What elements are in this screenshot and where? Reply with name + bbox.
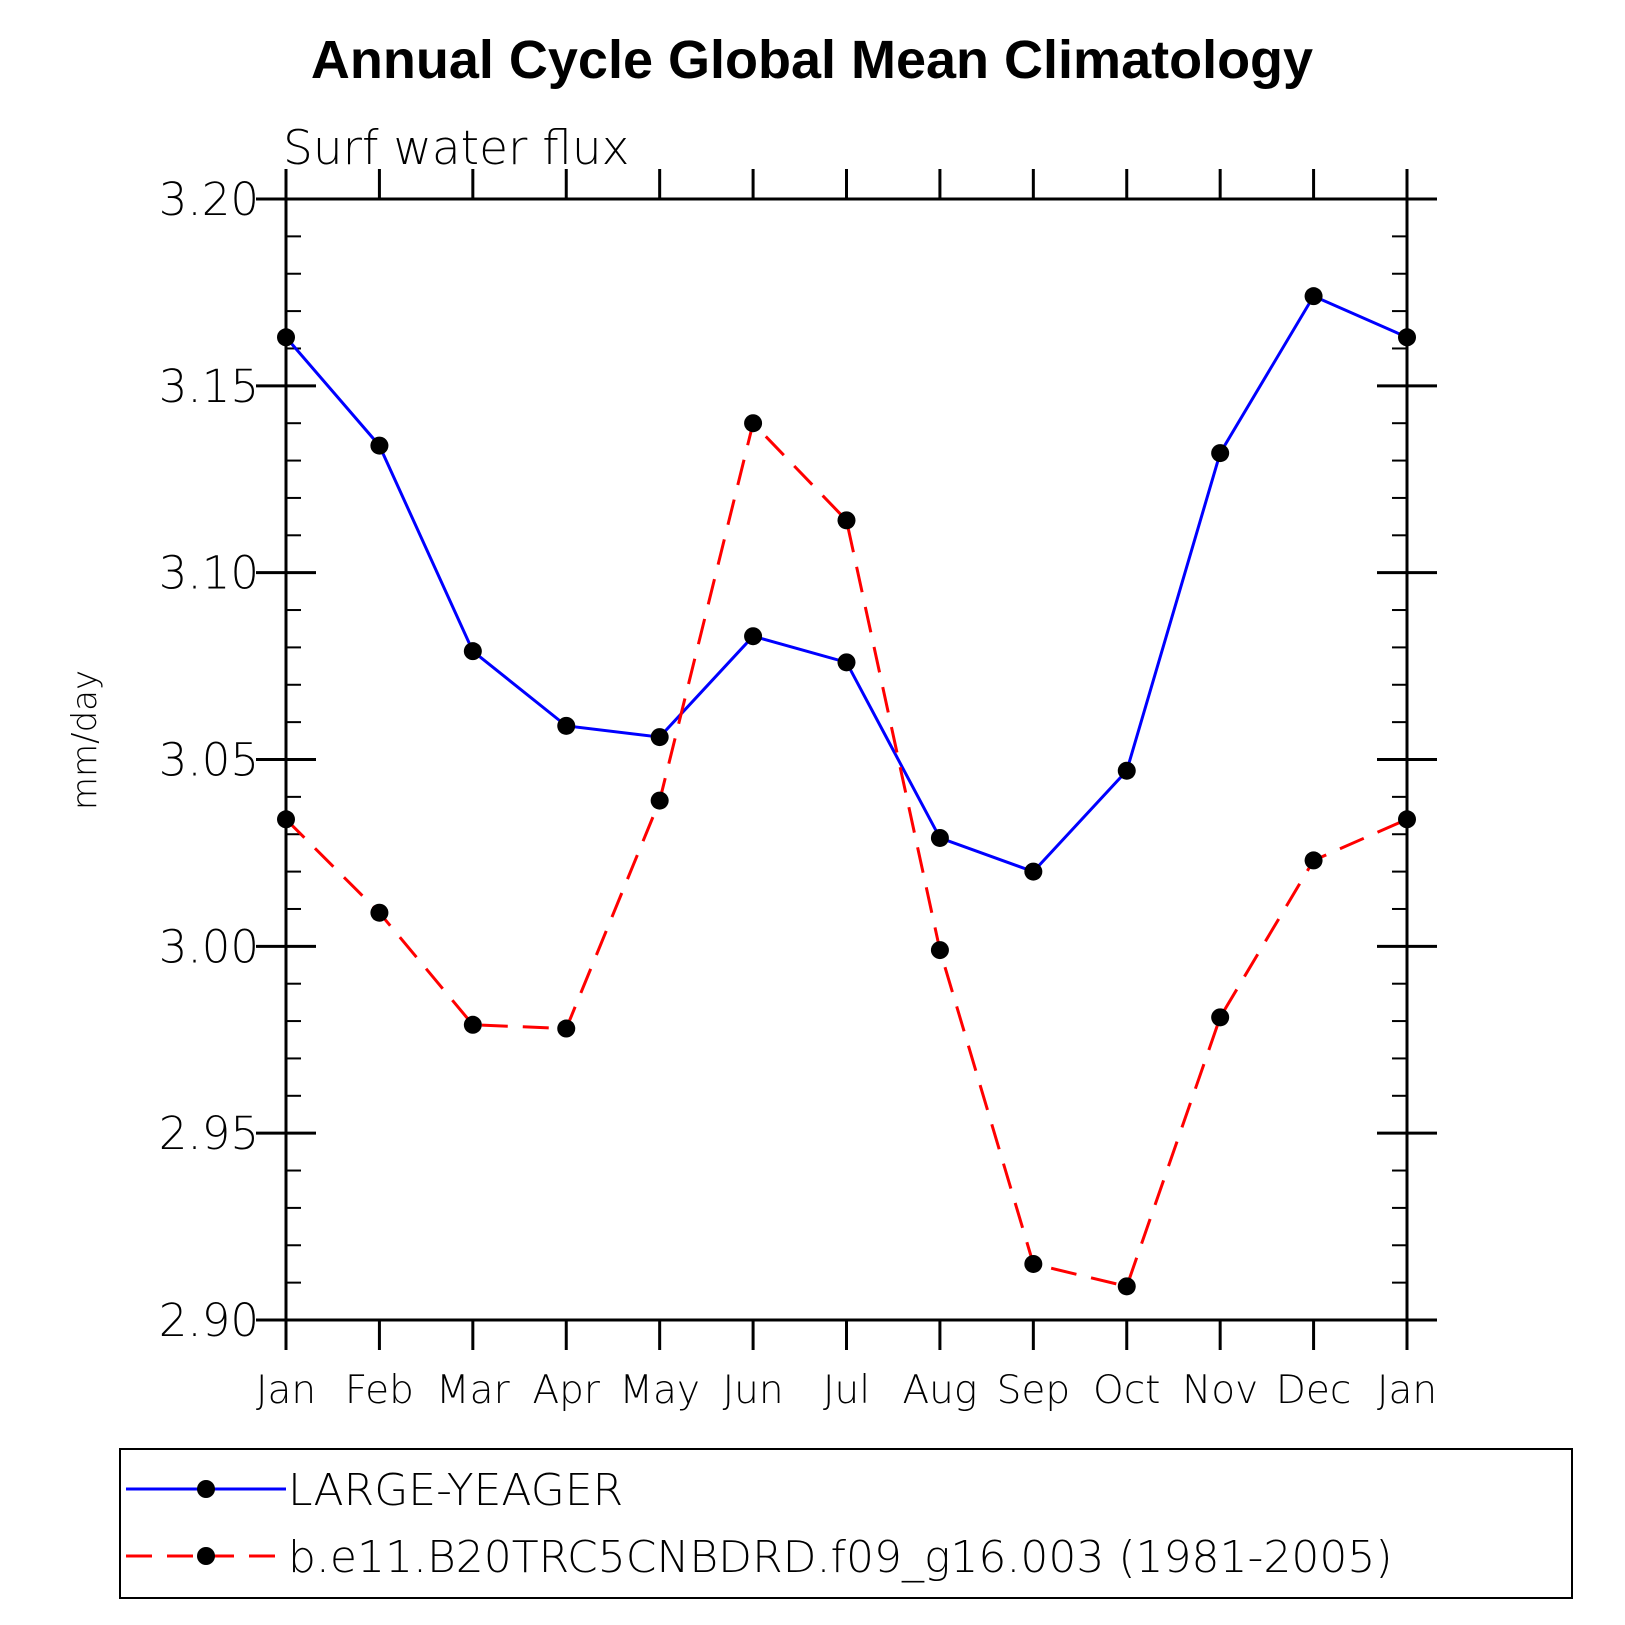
x-tick-label: Jan	[1377, 1368, 1437, 1413]
chart-title: Annual Cycle Global Mean Climatology	[311, 30, 1313, 90]
data-point-1	[1211, 1008, 1230, 1027]
chart-subtitle: Surf water flux	[283, 121, 630, 176]
data-point-0	[463, 642, 482, 661]
x-tick-label: Sep	[997, 1368, 1071, 1413]
legend-label-large-yeager: LARGE-YEAGER	[288, 1465, 623, 1516]
data-point-0	[837, 653, 856, 672]
axis-ticks	[256, 169, 1437, 1350]
data-point-1	[370, 903, 389, 922]
data-point-1	[650, 791, 669, 810]
x-tick-label: Jul	[823, 1368, 870, 1413]
y-tick-labels: 3.20 3.15 3.10 3.05 3.00 2.95 2.90	[159, 173, 259, 1347]
data-point-1	[277, 810, 295, 829]
legend-marker-large-yeager	[197, 1480, 215, 1498]
data-point-1	[1304, 851, 1323, 870]
x-tick-label: Feb	[345, 1368, 414, 1413]
data-point-1	[1398, 810, 1416, 829]
y-tick-label: 3.05	[159, 734, 259, 787]
data-point-0	[277, 328, 295, 347]
x-tick-label: Dec	[1276, 1368, 1351, 1413]
x-tick-label: Oct	[1093, 1368, 1160, 1413]
data-point-0	[1211, 444, 1230, 463]
y-tick-label: 2.95	[159, 1107, 259, 1160]
series-line-0	[284, 294, 1408, 874]
y-tick-label: 2.90	[159, 1294, 259, 1347]
data-point-1	[930, 941, 949, 960]
x-tick-label: Jun	[723, 1368, 784, 1413]
legend-box	[119, 1448, 1573, 1599]
x-tick-label: Mar	[436, 1368, 510, 1413]
legend: LARGE-YEAGER b.e11.B20TRC5CNBDRD.f09_g16…	[119, 1448, 1573, 1599]
series-layer	[277, 287, 1416, 1296]
legend-label-model: b.e11.B20TRC5CNBDRD.f09_g16.003 (1981-20…	[288, 1532, 1393, 1583]
x-tick-label: Nov	[1182, 1368, 1258, 1413]
data-point-0	[1304, 287, 1323, 306]
x-tick-labels: Jan Feb Mar Apr May Jun Jul Aug Sep Oct Nov Dec Jan	[256, 1368, 1437, 1413]
plot-frame	[284, 197, 1409, 1322]
data-point-0	[1024, 862, 1043, 881]
data-point-1	[463, 1015, 482, 1034]
data-point-0	[1398, 328, 1416, 347]
data-point-1	[557, 1019, 576, 1038]
data-point-1	[837, 511, 856, 530]
data-point-0	[370, 436, 389, 455]
x-tick-label: Apr	[533, 1368, 600, 1413]
legend-marker-model	[197, 1547, 215, 1565]
data-point-0	[557, 716, 576, 735]
data-point-0	[930, 828, 949, 847]
data-point-0	[650, 728, 669, 747]
y-tick-label: 3.15	[159, 360, 259, 413]
data-point-0	[1117, 761, 1136, 780]
y-tick-label: 3.20	[159, 173, 259, 226]
y-tick-label: 3.00	[159, 920, 259, 973]
data-point-0	[744, 627, 763, 646]
x-tick-label: May	[619, 1368, 700, 1413]
data-point-1	[1117, 1277, 1136, 1296]
data-point-1	[744, 414, 763, 433]
x-tick-label: Jan	[256, 1368, 316, 1413]
y-tick-label: 3.10	[159, 547, 259, 600]
y-axis-label: mm/day	[65, 670, 105, 810]
x-tick-label: Aug	[903, 1368, 978, 1413]
data-point-1	[1024, 1254, 1043, 1273]
series-line-1	[284, 420, 1408, 1289]
